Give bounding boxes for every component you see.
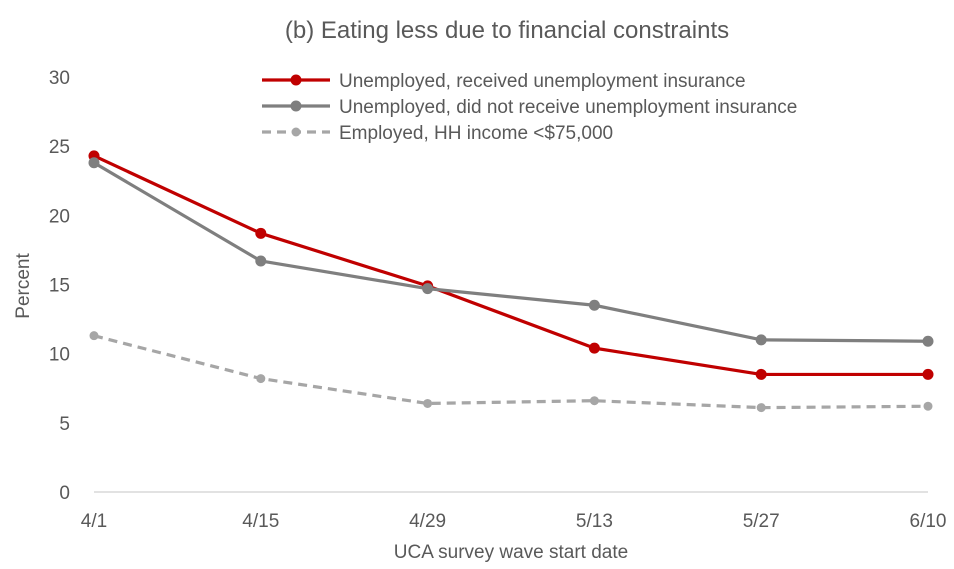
legend-swatch-marker (290, 100, 302, 112)
chart-title: (b) Eating less due to financial constra… (285, 17, 729, 44)
y-tick-label: 0 (59, 483, 70, 504)
data-point (88, 157, 100, 169)
x-tick-label: 4/1 (81, 511, 107, 532)
series-3 (89, 331, 933, 413)
legend-swatch-marker (291, 127, 301, 137)
legend: Unemployed, received unemployment insura… (262, 71, 797, 144)
x-tick-label: 5/13 (576, 511, 613, 532)
x-tick-label: 5/27 (743, 511, 780, 532)
y-tick-label: 25 (49, 137, 70, 158)
x-tick-label: 6/10 (910, 511, 947, 532)
x-axis-label: UCA survey wave start date (394, 542, 628, 563)
data-point (255, 227, 267, 239)
y-tick-label: 20 (49, 206, 70, 227)
y-tick-label: 30 (49, 68, 70, 89)
series-group (88, 150, 934, 413)
data-point (923, 401, 933, 411)
data-point (755, 334, 767, 346)
data-point (922, 335, 934, 347)
y-axis-label: Percent (13, 253, 34, 319)
legend-item: Employed, HH income <$75,000 (262, 123, 613, 144)
y-tick-label: 5 (59, 414, 70, 435)
data-point (423, 398, 433, 408)
series-1 (88, 150, 934, 380)
data-point (89, 331, 99, 341)
legend-label: Unemployed, received unemployment insura… (339, 71, 746, 92)
series-line (93, 154, 928, 377)
legend-item: Unemployed, did not receive unemployment… (262, 97, 797, 118)
data-point (922, 368, 934, 380)
legend-label: Unemployed, did not receive unemployment… (339, 97, 797, 118)
legend-item: Unemployed, received unemployment insura… (262, 71, 746, 92)
data-point (422, 283, 434, 295)
series-line (93, 161, 929, 343)
y-axis-ticks: 0 5 10 15 20 25 30 (49, 68, 70, 504)
x-tick-label: 4/15 (242, 511, 279, 532)
data-point (756, 403, 766, 413)
legend-label: Employed, HH income <$75,000 (339, 123, 613, 144)
series-2 (88, 157, 934, 347)
series-line (93, 334, 929, 410)
data-point (755, 368, 767, 380)
x-axis-ticks: 4/1 4/15 4/29 5/13 5/27 6/10 (81, 511, 947, 532)
data-point (255, 255, 267, 267)
y-tick-label: 15 (49, 276, 70, 297)
legend-swatch-marker (290, 74, 302, 86)
data-point (589, 396, 599, 406)
data-point (256, 374, 266, 384)
data-point (588, 299, 600, 311)
y-tick-label: 10 (49, 345, 70, 366)
x-tick-label: 4/29 (409, 511, 446, 532)
data-point (588, 342, 600, 354)
